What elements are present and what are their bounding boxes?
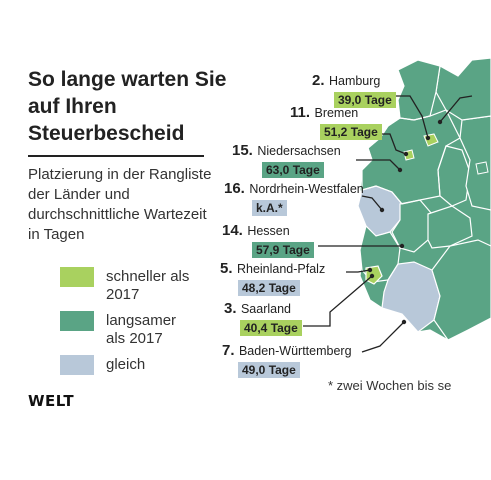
legend-item-gleich: gleich xyxy=(60,355,146,375)
legend-swatch xyxy=(60,355,94,375)
map-thueringen xyxy=(427,205,473,249)
legend-label: gleich xyxy=(106,356,146,373)
rank: 3. xyxy=(224,300,237,317)
value-badge: 39,0 Tage xyxy=(334,92,396,108)
marker-bremen xyxy=(403,151,409,157)
marker-nrw xyxy=(379,207,385,213)
map-brandenburg xyxy=(459,115,491,211)
state-name: Hamburg xyxy=(328,74,381,88)
value-badge: 40,4 Tage xyxy=(240,320,302,336)
value-badge: 48,2 Tage xyxy=(238,280,300,296)
marker-niedersachsen xyxy=(397,167,403,173)
leader-saarland xyxy=(303,275,373,327)
label-saarland: 3. Saarland 40,4 Tage xyxy=(224,300,302,337)
subtitle: Platzierung in der Rangliste der Länder … xyxy=(28,166,212,243)
state-name: Rheinland-Pfalz xyxy=(236,262,326,276)
value-badge: 57,9 Tage xyxy=(252,242,314,258)
value-badge: 51,2 Tage xyxy=(320,124,382,140)
marker-hamburg xyxy=(425,135,431,141)
label-rlp: 5. Rheinland-Pfalz 48,2 Tage xyxy=(220,260,325,297)
legend-swatch xyxy=(60,267,94,287)
label-bw: 7. Baden-Württemberg 49,0 Tage xyxy=(222,342,352,379)
marker-hessen xyxy=(399,243,405,249)
legend-label: schneller als 2017 xyxy=(106,268,190,303)
legend-item-schneller: schneller als 2017 xyxy=(60,267,196,304)
marker-rlp xyxy=(367,267,373,273)
state-name: Bremen xyxy=(314,106,359,120)
rank: 11. xyxy=(290,104,311,121)
rank: 16. xyxy=(224,180,245,197)
rank: 2. xyxy=(312,72,325,89)
marker-east xyxy=(437,119,443,125)
label-nrw: 16. Nordrhein-Westfalen k.A.* xyxy=(224,180,364,217)
page-title: So lange warten Sie auf Ihren Steuerbesc… xyxy=(28,68,227,145)
map-mv xyxy=(435,57,491,121)
map-bayern xyxy=(431,239,491,341)
leader-bw xyxy=(361,321,405,353)
footnote: * zwei Wochen bis se xyxy=(328,378,452,393)
rank: 5. xyxy=(220,260,233,277)
value-badge: k.A.* xyxy=(252,200,287,216)
legend-item-langsamer: langsamer als 2017 xyxy=(60,311,196,348)
state-name: Niedersachsen xyxy=(257,144,341,158)
value-badge: 49,0 Tage xyxy=(238,362,300,378)
label-bremen: 11. Bremen 51,2 Tage xyxy=(290,104,382,141)
legend-label: langsamer als 2017 xyxy=(106,312,177,347)
value-badge: 63,0 Tage xyxy=(262,162,324,178)
leader-rlp xyxy=(346,269,371,273)
leader-nrw xyxy=(361,195,383,211)
leader-bremen xyxy=(380,133,407,155)
state-name: Saarland xyxy=(240,302,292,316)
rank: 15. xyxy=(232,142,253,159)
legend-swatch xyxy=(60,311,94,331)
state-name: Nordrhein-Westfalen xyxy=(249,182,364,196)
leader-hamburg xyxy=(394,95,429,139)
leader-niedersachsen xyxy=(356,159,401,171)
rank: 7. xyxy=(222,342,235,359)
state-name: Hessen xyxy=(247,224,290,238)
map-berlin xyxy=(475,161,489,175)
title-divider xyxy=(28,155,204,157)
label-hamburg: 2. Hamburg 39,0 Tage xyxy=(312,72,396,109)
leader-east xyxy=(439,95,473,123)
marker-bw xyxy=(401,319,407,325)
state-name: Baden-Württemberg xyxy=(238,344,352,358)
marker-saarland xyxy=(369,273,375,279)
map-hessen xyxy=(391,199,433,253)
rank: 14. xyxy=(222,222,243,239)
welt-logo: WELT xyxy=(28,392,75,410)
map-niedersachsen xyxy=(361,109,461,205)
label-hessen: 14. Hessen 57,9 Tage xyxy=(222,222,314,259)
label-niedersachsen: 15. Niedersachsen 63,0 Tage xyxy=(232,142,341,179)
